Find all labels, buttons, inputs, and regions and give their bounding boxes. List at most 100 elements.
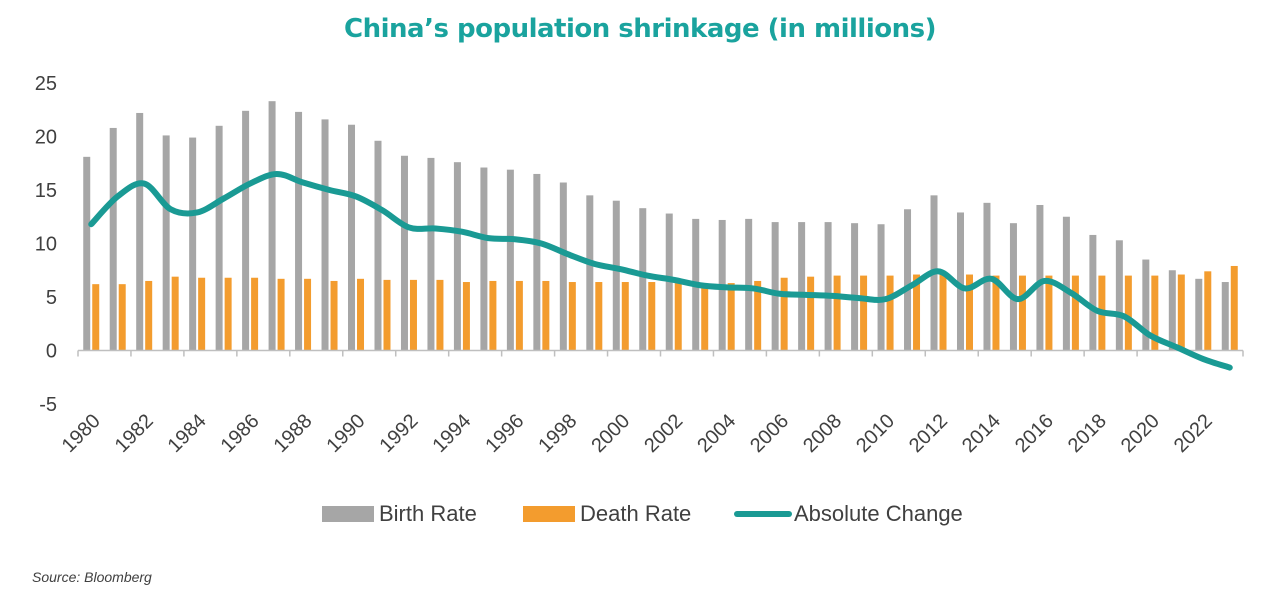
death-rate-bar (1230, 265, 1238, 351)
death-rate-bar (965, 274, 973, 351)
legend-label-absolute-change: Absolute Change (794, 501, 963, 526)
death-rate-bar (648, 282, 656, 351)
death-rate-bar (462, 282, 470, 351)
death-rate-bar (330, 280, 338, 351)
birth-rate-bar (453, 162, 461, 351)
x-tick-label: 1992 (375, 410, 422, 457)
birth-rate-bar (1089, 234, 1097, 351)
x-axis-tick-labels: 1980 1982 1984 1986 1988 1990 1992 1994 1996 1998… (58, 410, 1217, 457)
birth-rate-bar (1036, 204, 1044, 351)
death-rate-bar (833, 275, 841, 351)
birth-rate-bar (109, 127, 117, 351)
death-rate-bar (1177, 274, 1185, 351)
death-rate-bar (251, 277, 259, 351)
birth-rate-bar (189, 137, 197, 351)
birth-rate-bar (1168, 270, 1176, 351)
x-tick-label: 2016 (1011, 410, 1058, 457)
x-tick-label: 2014 (958, 410, 1005, 457)
death-rate-bar (383, 279, 391, 351)
birth-rate-bar (1221, 282, 1229, 351)
x-tick-label: 2008 (799, 410, 846, 457)
death-rate-bar (118, 284, 126, 351)
absolute-change-line (88, 170, 1233, 371)
death-rate-bar (515, 280, 523, 351)
death-rate-bar (1071, 275, 1079, 351)
birth-rate-bar (268, 101, 276, 351)
x-tick-label: 2004 (693, 410, 740, 457)
birth-rate-bar (1009, 223, 1017, 351)
birth-rate-bar (295, 111, 303, 351)
birth-rate-bar (824, 222, 832, 351)
x-tick-label: 1996 (481, 410, 528, 457)
birth-rate-bar (533, 173, 541, 351)
birth-rate-bar (956, 212, 964, 351)
y-tick-label: 20 (35, 127, 57, 149)
x-tick-label: 2022 (1170, 410, 1217, 457)
birth-rate-bar (162, 135, 170, 351)
death-rate-bar (1045, 275, 1053, 351)
legend-swatch-death-rate (523, 506, 575, 522)
death-rate-bar (621, 282, 629, 351)
birth-rate-bar (400, 155, 408, 351)
birth-rate-bar (745, 218, 753, 351)
birth-rate-bar (374, 140, 382, 351)
x-tick-label: 1988 (270, 410, 317, 457)
death-rate-bar (409, 279, 417, 351)
death-rate-bar (1124, 275, 1132, 351)
x-tick-label: 2010 (852, 410, 899, 457)
birth-rate-bar (1115, 240, 1123, 351)
death-rate-bar (92, 284, 100, 351)
birth-rate-bar (851, 223, 859, 351)
legend-label-death-rate: Death Rate (580, 501, 691, 526)
y-axis-tick-labels: 25 20 15 10 5 0 -5 (35, 73, 57, 416)
birth-rate-bar (215, 125, 223, 351)
death-rate-bar (780, 277, 788, 351)
death-rate-bar (436, 279, 444, 351)
birth-rate-bar (427, 157, 435, 351)
x-tick-label: 1986 (217, 410, 264, 457)
death-rate-bar (913, 274, 921, 351)
death-rate-bar (1151, 275, 1159, 351)
death-rate-bar (568, 282, 576, 351)
death-rate-bar (145, 280, 153, 351)
death-rate-bar (304, 278, 312, 351)
x-tick-label: 1982 (111, 410, 158, 457)
death-rate-bar (1204, 271, 1212, 351)
death-rate-bar (595, 282, 603, 351)
x-tick-label: 1998 (534, 410, 581, 457)
death-rate-bar (727, 283, 735, 351)
chart-title: China’s population shrinkage (in million… (344, 14, 936, 44)
birth-rate-bar (904, 209, 912, 351)
death-rate-bar (198, 277, 206, 351)
death-rate-bar (939, 273, 947, 351)
death-rate-bar (674, 283, 682, 351)
x-axis-ticks (77, 350, 1244, 357)
legend-label-birth-rate: Birth Rate (379, 501, 477, 526)
legend-swatch-birth-rate (322, 506, 374, 522)
birth-rate-bar (480, 167, 488, 351)
death-rate-bar (860, 275, 868, 351)
x-tick-label: 2018 (1064, 410, 1111, 457)
y-tick-label: -5 (39, 394, 57, 416)
death-rate-bar (807, 276, 815, 351)
birth-rate-bar (506, 169, 514, 351)
x-tick-label: 2020 (1117, 410, 1164, 457)
birth-rate-bar (639, 208, 647, 351)
death-rate-bar (886, 275, 894, 351)
y-tick-label: 15 (35, 180, 57, 202)
birth-rate-bar (1142, 259, 1150, 351)
death-rate-bar (171, 276, 179, 351)
bar-series (83, 101, 1238, 351)
birth-rate-bar (321, 119, 329, 351)
y-tick-label: 25 (35, 73, 57, 95)
death-rate-bar (754, 280, 762, 351)
y-tick-label: 5 (46, 287, 57, 309)
birth-rate-bar (1062, 216, 1070, 351)
death-rate-bar (277, 278, 285, 351)
birth-rate-bar (559, 182, 567, 351)
x-tick-label: 1980 (58, 410, 105, 457)
birth-rate-bar (242, 110, 250, 351)
death-rate-bar (489, 280, 497, 351)
death-rate-bar (542, 280, 550, 351)
